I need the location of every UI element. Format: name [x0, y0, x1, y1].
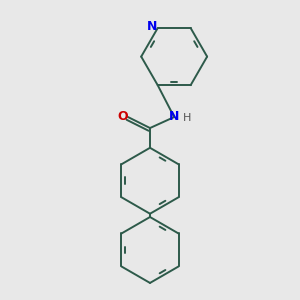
Text: H: H — [183, 113, 191, 123]
Text: N: N — [169, 110, 179, 123]
Text: O: O — [118, 110, 128, 123]
Text: N: N — [147, 20, 158, 34]
